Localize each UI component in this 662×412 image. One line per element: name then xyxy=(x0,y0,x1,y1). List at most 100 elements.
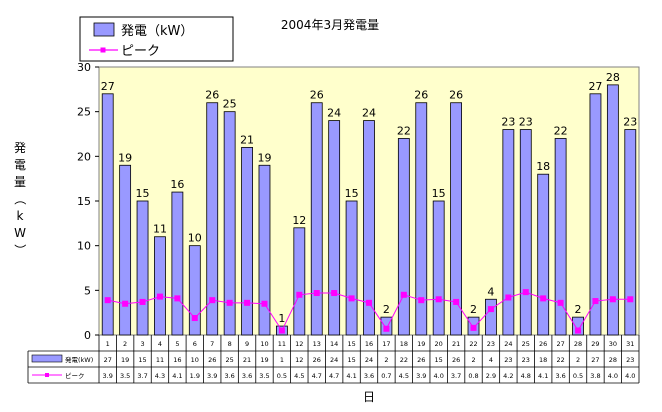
bar-day-1 xyxy=(101,93,114,336)
peak-point-day-28 xyxy=(575,327,582,334)
y-tick-label-3: 15 xyxy=(77,195,91,208)
x-tick-label-7: 7 xyxy=(210,340,214,348)
x-tick-label-24: 24 xyxy=(504,340,512,348)
table-cell-power-21: 26 xyxy=(452,356,460,364)
bar-value-label-27: 22 xyxy=(554,124,568,137)
table-cell-power-14: 24 xyxy=(330,356,338,364)
x-tick-label-31: 31 xyxy=(626,340,634,348)
bar-day-14 xyxy=(328,120,341,336)
bar-day-23 xyxy=(485,298,497,336)
bar-day-10 xyxy=(258,164,271,336)
table-cell-power-27: 22 xyxy=(556,356,564,364)
table-cell-peak-30: 4.0 xyxy=(608,372,618,380)
peak-point-day-19 xyxy=(418,297,425,304)
table-cell-power-11: 1 xyxy=(280,356,284,364)
bar-day-24 xyxy=(502,129,515,336)
bar-value-label-14: 24 xyxy=(327,107,341,120)
peak-point-day-10 xyxy=(261,300,268,307)
x-tick-label-18: 18 xyxy=(400,340,408,348)
y-tick-label-1: 5 xyxy=(84,284,91,297)
x-tick-label-6: 6 xyxy=(193,340,197,348)
peak-point-day-26 xyxy=(540,295,547,302)
table-cell-power-31: 23 xyxy=(626,356,634,364)
y-axis: 0 5 10 15 20 25 30 xyxy=(77,61,99,342)
x-tick-label-30: 30 xyxy=(609,340,617,348)
table-cell-power-18: 22 xyxy=(400,356,408,364)
bar-value-label-2: 19 xyxy=(118,151,132,164)
table-cell-power-19: 26 xyxy=(417,356,425,364)
bar-day-18 xyxy=(397,138,410,336)
x-tick-label-16: 16 xyxy=(365,340,373,348)
y-axis-title-char-4: k xyxy=(17,209,24,223)
bar-value-label-7: 26 xyxy=(205,89,219,102)
table-cell-peak-22: 0.8 xyxy=(468,372,478,380)
table-cell-peak-20: 4.0 xyxy=(434,372,444,380)
table-cell-peak-29: 3.8 xyxy=(590,372,600,380)
x-tick-label-26: 26 xyxy=(539,340,547,348)
peak-point-day-13 xyxy=(313,290,320,297)
peak-point-day-17 xyxy=(383,325,390,332)
bar-day-9 xyxy=(241,146,253,336)
bar-day-15 xyxy=(345,200,358,336)
x-tick-label-12: 12 xyxy=(295,340,303,348)
peak-point-day-2 xyxy=(122,300,129,307)
x-tick-label-15: 15 xyxy=(347,340,355,348)
x-tick-label-20: 20 xyxy=(435,340,443,348)
table-cell-peak-7: 3.9 xyxy=(207,372,217,380)
table-cell-peak-16: 3.6 xyxy=(364,372,374,380)
peak-point-day-6 xyxy=(191,315,198,322)
x-tick-label-17: 17 xyxy=(382,340,390,348)
bars xyxy=(101,84,637,336)
x-tick-label-27: 27 xyxy=(556,340,564,348)
peak-point-day-20 xyxy=(435,296,442,303)
table-cell-power-24: 23 xyxy=(504,356,512,364)
peak-point-day-11 xyxy=(278,327,285,334)
table-row-label-power: 発電(kW) xyxy=(65,355,93,364)
table-cell-power-9: 21 xyxy=(243,356,251,364)
table-cell-power-20: 15 xyxy=(435,356,443,364)
x-tick-label-4: 4 xyxy=(158,340,162,348)
bar-day-8 xyxy=(223,111,236,336)
table-cell-peak-1: 3.9 xyxy=(103,372,113,380)
table-cell-power-30: 28 xyxy=(609,356,617,364)
table-cell-peak-28: 0.5 xyxy=(573,372,583,380)
x-tick-label-10: 10 xyxy=(260,340,268,348)
peak-point-day-22 xyxy=(470,324,477,331)
bar-value-label-22: 2 xyxy=(470,303,477,316)
bar-day-28 xyxy=(572,316,584,336)
table-cell-peak-21: 3.7 xyxy=(451,372,461,380)
bar-value-label-16: 24 xyxy=(362,107,376,120)
table-cell-peak-6: 1.9 xyxy=(190,372,200,380)
table-cell-peak-25: 4.8 xyxy=(521,372,531,380)
table-cell-power-29: 27 xyxy=(591,356,599,364)
bar-value-label-15: 15 xyxy=(345,187,359,200)
bar-value-label-4: 11 xyxy=(153,223,167,236)
bar-value-label-5: 16 xyxy=(170,178,184,191)
bar-value-label-21: 26 xyxy=(449,89,463,102)
table-cell-peak-18: 4.5 xyxy=(399,372,409,380)
y-tick-label-4: 20 xyxy=(77,150,91,163)
bar-value-label-18: 22 xyxy=(397,124,411,137)
x-tick-label-3: 3 xyxy=(140,340,144,348)
peak-point-day-21 xyxy=(453,298,460,305)
table-cell-peak-12: 4.5 xyxy=(294,372,304,380)
table-cell-power-5: 16 xyxy=(173,356,181,364)
peak-point-day-16 xyxy=(366,299,372,306)
table-cell-power-16: 24 xyxy=(365,356,373,364)
bar-day-3 xyxy=(136,200,149,336)
table-cell-power-17: 2 xyxy=(384,356,388,364)
bar-value-label-1: 27 xyxy=(101,80,115,93)
y-axis-title-char-6: ） xyxy=(13,244,27,256)
legend-line-label: ピーク xyxy=(121,44,160,59)
table-cell-power-2: 19 xyxy=(121,356,129,364)
bar-value-label-20: 15 xyxy=(432,187,446,200)
table-cell-peak-10: 3.5 xyxy=(259,372,269,380)
y-axis-title-char-3: （ xyxy=(13,193,27,205)
bar-day-13 xyxy=(310,102,323,336)
table-cell-peak-8: 3.6 xyxy=(224,372,234,380)
table-cell-peak-14: 4.7 xyxy=(329,372,339,380)
table-cell-peak-4: 4.3 xyxy=(155,372,165,380)
bar-value-label-26: 18 xyxy=(536,160,550,173)
x-tick-label-8: 8 xyxy=(228,340,232,348)
